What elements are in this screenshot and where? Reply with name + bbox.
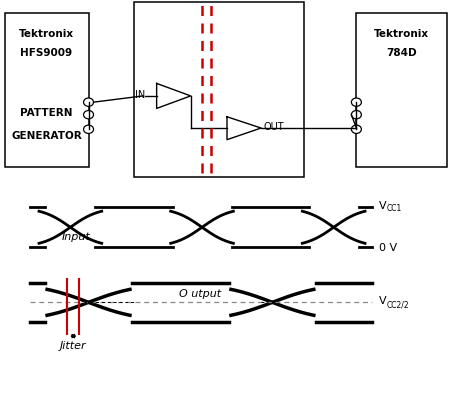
Ellipse shape: [84, 98, 94, 106]
Text: 784D: 784D: [386, 48, 417, 58]
FancyBboxPatch shape: [5, 13, 89, 167]
Text: Tektronix: Tektronix: [374, 29, 429, 39]
Text: CC1: CC1: [387, 204, 402, 214]
Ellipse shape: [84, 111, 94, 119]
Ellipse shape: [351, 98, 361, 106]
Text: HFS9009: HFS9009: [20, 48, 73, 58]
Text: GENERATOR: GENERATOR: [11, 131, 82, 141]
Text: PATTERN: PATTERN: [20, 108, 73, 118]
FancyBboxPatch shape: [356, 13, 447, 167]
Text: CC2/2: CC2/2: [387, 300, 410, 309]
Text: IN: IN: [135, 90, 145, 100]
Text: Jitter: Jitter: [60, 341, 87, 351]
Ellipse shape: [84, 125, 94, 133]
FancyBboxPatch shape: [134, 2, 304, 177]
Text: O utput: O utput: [179, 289, 221, 299]
Text: Tektronix: Tektronix: [19, 29, 74, 39]
Text: OUT: OUT: [263, 122, 284, 132]
Text: 0 V: 0 V: [379, 243, 397, 253]
Text: V: V: [379, 201, 387, 211]
Text: V: V: [379, 296, 387, 306]
Text: Input: Input: [61, 232, 90, 242]
Ellipse shape: [351, 111, 361, 119]
Ellipse shape: [351, 125, 361, 133]
